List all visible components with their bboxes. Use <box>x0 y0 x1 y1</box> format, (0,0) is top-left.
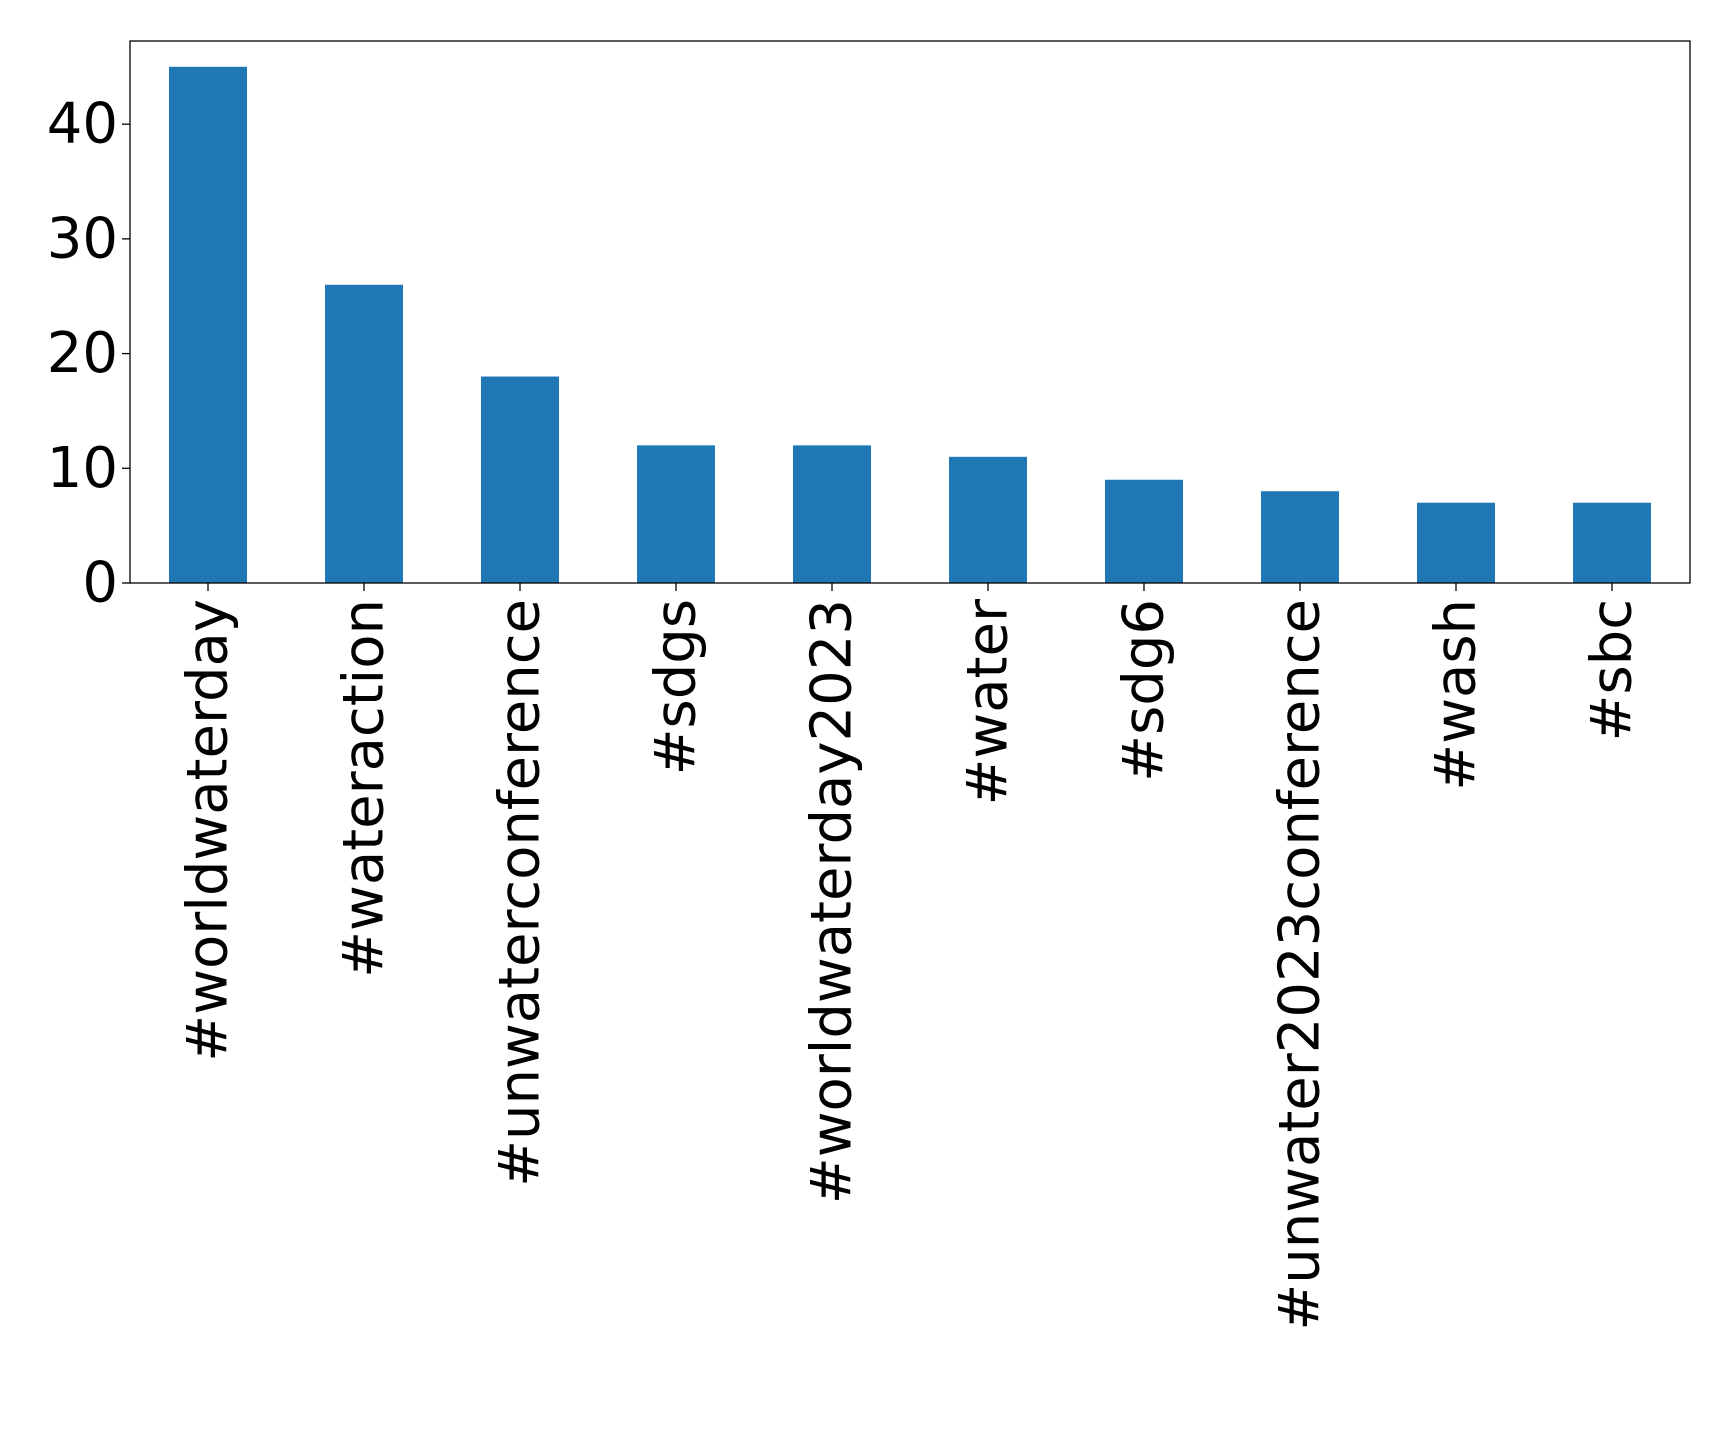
bar-sdgs <box>637 445 715 583</box>
bar-worldwaterday <box>169 66 247 584</box>
bar-sbc <box>1573 502 1651 583</box>
x-tick-label: #sbc <box>1580 599 1645 741</box>
x-tick-label: #wateraction <box>332 599 397 978</box>
x-tick-label: #wash <box>1424 599 1489 791</box>
bar-worldwaterday2023 <box>793 445 871 583</box>
bar-unwater2023conference <box>1261 491 1339 583</box>
bar-unwaterconference <box>481 376 559 583</box>
x-tick-label: #water <box>956 598 1021 805</box>
y-tick-label: 40 <box>47 92 118 157</box>
x-tick-label: #unwater2023conference <box>1268 599 1333 1331</box>
y-ticks-group: 0 10 20 30 40 <box>47 92 130 616</box>
x-tick-label: #unwaterconference <box>488 599 553 1187</box>
x-tick-label: #sdgs <box>644 599 709 775</box>
x-tick-label: #worldwaterday <box>176 599 241 1062</box>
x-ticks-group: #worldwaterday #wateraction #unwaterconfer… <box>176 583 1645 1331</box>
bar-wateraction <box>325 284 403 583</box>
y-tick-label: 10 <box>47 436 118 501</box>
x-tick-label: #sdg6 <box>1112 599 1177 782</box>
bars-group <box>169 66 1651 584</box>
y-tick-label: 20 <box>47 321 118 386</box>
y-tick-label: 0 <box>82 551 118 616</box>
y-tick-label: 30 <box>47 206 118 271</box>
bar-sdg6 <box>1105 479 1183 583</box>
bar-water <box>949 456 1027 583</box>
bar-wash <box>1417 502 1495 583</box>
x-tick-label: #worldwaterday2023 <box>800 599 865 1204</box>
plot-frame <box>129 40 1691 584</box>
